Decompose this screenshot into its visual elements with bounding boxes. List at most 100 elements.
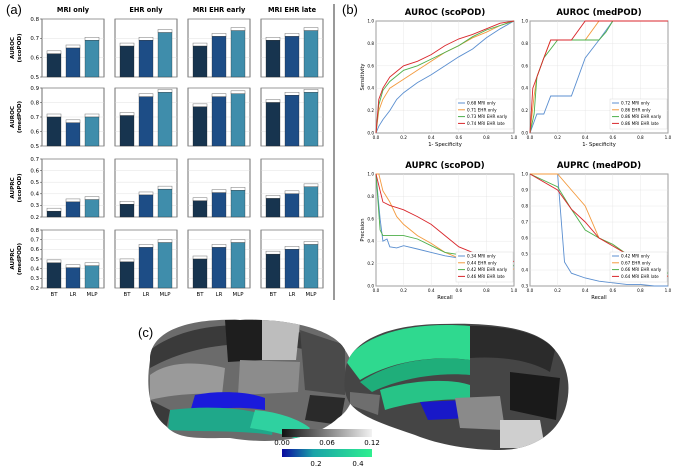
row-label-outcome: (medPOD) — [17, 100, 23, 133]
bar — [265, 254, 281, 289]
bar-error-cap — [65, 264, 81, 268]
bar — [265, 198, 281, 218]
bar — [230, 190, 246, 218]
x-tick-label: 0.8 — [637, 288, 644, 293]
bar — [230, 30, 246, 78]
bar — [284, 193, 300, 218]
bar-error-cap — [138, 244, 154, 248]
legend-entry: 0.73 MRI EHR early — [467, 114, 508, 119]
x-tick-label: 0.2 — [400, 135, 407, 140]
x-tick-label: 0.0 — [373, 288, 380, 293]
bar — [138, 96, 154, 147]
bar-error-cap — [284, 246, 300, 250]
x-tick-label: 1.0 — [511, 135, 518, 140]
legend-entry: 0.44 EHR only — [467, 260, 497, 265]
bar-error-cap — [211, 33, 227, 37]
bar — [211, 192, 227, 218]
bar-error-cap — [157, 89, 173, 93]
y-tick-label: 0.2 — [367, 108, 374, 113]
brain-medial-view — [344, 323, 569, 450]
y-tick-label: 0.7 — [521, 220, 528, 225]
bar-error-cap — [119, 42, 135, 47]
curve-line — [375, 20, 515, 134]
x-tick-label: LR — [143, 292, 150, 298]
legend-box — [455, 98, 514, 130]
panel-a-bar-grid: MRI only EHR only MRI EHR early MRI EHR lat… — [10, 6, 324, 298]
x-tick-label: 0.8 — [483, 288, 490, 293]
y-tick-label: 0.6 — [30, 129, 39, 135]
panel-label-a: (a) — [6, 2, 22, 17]
curve-line — [529, 20, 668, 134]
y-tick-label: 0.7 — [30, 36, 39, 42]
x-axis-label: Recall — [437, 295, 452, 301]
x-tick-label: BT — [51, 292, 59, 298]
bar-error-cap — [230, 239, 246, 243]
legend-entry: 0.74 MRI EHR late — [467, 121, 505, 126]
bar-error-cap — [303, 27, 319, 31]
bar-error-cap — [230, 187, 246, 191]
colorbar-color-tick: 0.2 — [310, 460, 321, 468]
bar-error-cap — [265, 37, 281, 41]
bar — [119, 115, 135, 147]
bar — [192, 106, 208, 147]
bar — [230, 93, 246, 147]
curve-title: AUPRC (scoPOD) — [405, 161, 485, 171]
legend-box — [609, 251, 668, 283]
x-tick-label: 1.0 — [665, 288, 672, 293]
y-tick-label: 0.4 — [521, 86, 528, 91]
bar — [157, 92, 173, 147]
colorbar-color — [282, 449, 372, 457]
bar — [284, 95, 300, 147]
bar-error-cap — [265, 99, 281, 103]
colorbar-gray-tick: 0.12 — [364, 439, 380, 447]
y-tick-label: 0.4 — [30, 192, 39, 198]
x-tick-label: 1.0 — [665, 135, 672, 140]
x-tick-label: 0.4 — [428, 288, 435, 293]
bar — [138, 40, 154, 78]
bar-error-cap — [84, 196, 100, 200]
legend-entry: 0.86 MRI EHR early — [621, 114, 662, 119]
x-tick-label: 0.4 — [428, 135, 435, 140]
colorbar-color-tick: 0.4 — [352, 460, 364, 468]
bar — [46, 262, 62, 289]
x-tick-label: MLP — [87, 292, 99, 298]
x-tick-label: 0.6 — [455, 288, 462, 293]
x-tick-label: 0.8 — [637, 135, 644, 140]
x-tick-label: MLP — [233, 292, 245, 298]
y-tick-label: 0.0 — [367, 131, 374, 136]
y-tick-label: 0.4 — [521, 268, 528, 273]
bar — [65, 267, 81, 289]
y-tick-label: 1.0 — [367, 19, 374, 24]
legend-entry: 0.86 EHR only — [621, 107, 651, 112]
curve-title: AUROC (medPOD) — [556, 8, 641, 18]
y-tick-label: 0.8 — [367, 41, 374, 46]
bar-error-cap — [84, 262, 100, 267]
x-tick-label: MLP — [306, 292, 318, 298]
bar — [192, 258, 208, 289]
bar — [211, 36, 227, 78]
y-tick-label: 0.0 — [521, 131, 528, 136]
row-label-metric: AUPRC — [10, 248, 16, 269]
y-tick-label: 0.3 — [30, 203, 39, 209]
bar — [46, 211, 62, 218]
bar-error-cap — [46, 113, 62, 118]
legend-box — [609, 98, 668, 130]
y-tick-label: 0.2 — [30, 215, 39, 221]
bar — [284, 36, 300, 78]
bar — [84, 265, 100, 289]
bar-error-cap — [46, 259, 62, 264]
column-title: EHR only — [129, 6, 163, 14]
bar-error-cap — [119, 258, 135, 263]
bar — [138, 194, 154, 218]
bar-error-cap — [119, 200, 135, 205]
y-tick-label: 0.5 — [30, 75, 39, 81]
y-tick-label: 0.6 — [30, 55, 39, 61]
x-tick-label: 1.0 — [511, 288, 518, 293]
y-tick-label: 0.6 — [30, 168, 39, 174]
y-tick-label: 0.6 — [367, 216, 374, 221]
x-axis-label: Recall — [591, 295, 606, 301]
y-tick-label: 0.2 — [521, 108, 528, 113]
bar — [192, 45, 208, 78]
colorbar-gray-tick: 0.06 — [319, 439, 335, 447]
